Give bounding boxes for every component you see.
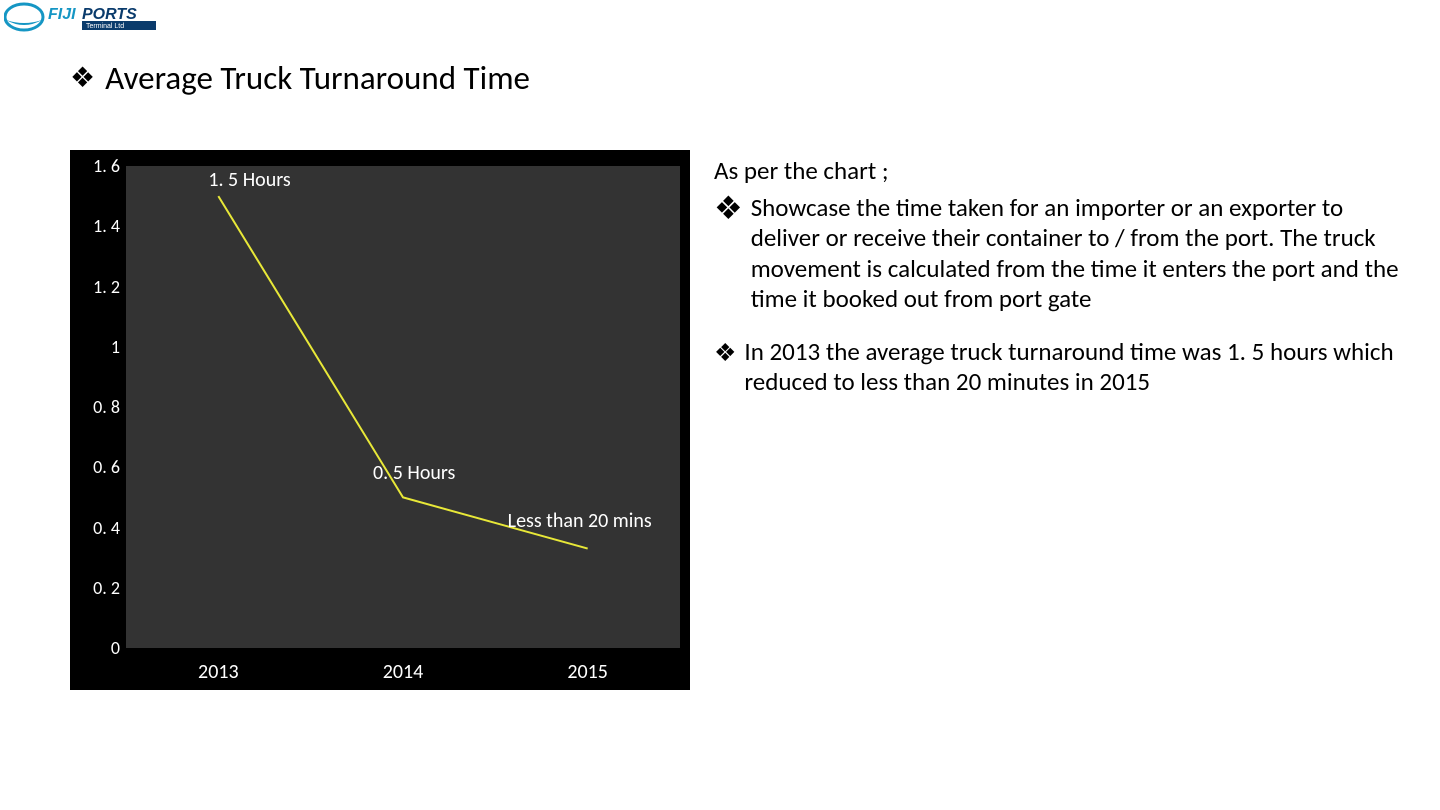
explanation-column: As per the chart ; ❖ Showcase the time t…: [714, 150, 1410, 690]
diamond-bullet-icon: ❖: [714, 337, 736, 398]
bullet-text: In 2013 the average truck turnaround tim…: [744, 337, 1410, 398]
diamond-bullet-icon: ❖: [70, 64, 95, 92]
chart-annotation: 1. 5 Hours: [208, 168, 290, 192]
diamond-bullet-icon: ❖: [714, 193, 743, 315]
bullet-text: Showcase the time taken for an importer …: [751, 193, 1410, 315]
chart-line: [70, 150, 690, 690]
page-title: Average Truck Turnaround Time: [105, 58, 530, 98]
content-row: 00. 20. 40. 60. 811. 21. 41. 62013201420…: [70, 150, 1410, 690]
chart-annotation: 0. 5 Hours: [373, 461, 455, 485]
intro-text: As per the chart ;: [714, 156, 1410, 187]
logo: FIJI PORTS Terminal Ltd: [4, 2, 164, 32]
turnaround-chart: 00. 20. 40. 60. 811. 21. 41. 62013201420…: [70, 150, 690, 690]
bullet-item: ❖ Showcase the time taken for an importe…: [714, 193, 1410, 315]
logo-text-main: FIJI: [48, 6, 76, 23]
logo-text-sub: PORTS: [82, 6, 137, 23]
bullet-item: ❖ In 2013 the average truck turnaround t…: [714, 337, 1410, 398]
logo-tagline: Terminal Ltd: [86, 23, 124, 30]
chart-annotation: Less than 20 mins: [508, 509, 652, 533]
page-title-row: ❖ Average Truck Turnaround Time: [70, 58, 530, 98]
